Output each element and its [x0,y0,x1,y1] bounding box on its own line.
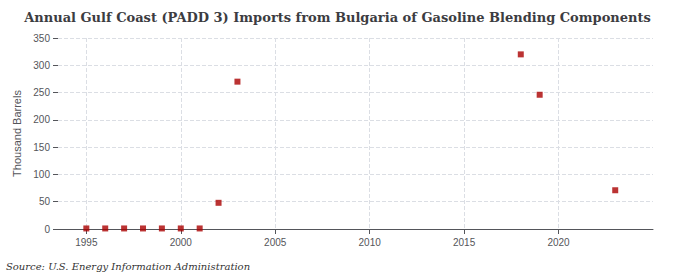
svg-text:2015: 2015 [453,237,476,248]
svg-text:1995: 1995 [75,237,98,248]
svg-text:2000: 2000 [170,237,193,248]
svg-text:2020: 2020 [547,237,570,248]
svg-text:50: 50 [39,196,51,207]
svg-text:Source: U.S. Energy Informatio: Source: U.S. Energy Information Administ… [6,261,250,272]
svg-text:250: 250 [33,87,50,98]
svg-text:2010: 2010 [359,237,382,248]
svg-text:100: 100 [33,169,50,180]
svg-text:2005: 2005 [264,237,287,248]
svg-text:Annual Gulf Coast (PADD 3) Imp: Annual Gulf Coast (PADD 3) Imports from … [23,10,651,25]
svg-text:200: 200 [33,114,50,125]
svg-text:0: 0 [44,224,50,235]
svg-text:350: 350 [33,33,50,44]
svg-text:300: 300 [33,60,50,71]
svg-text:150: 150 [33,142,50,153]
svg-text:Thousand Barrels: Thousand Barrels [11,90,23,177]
